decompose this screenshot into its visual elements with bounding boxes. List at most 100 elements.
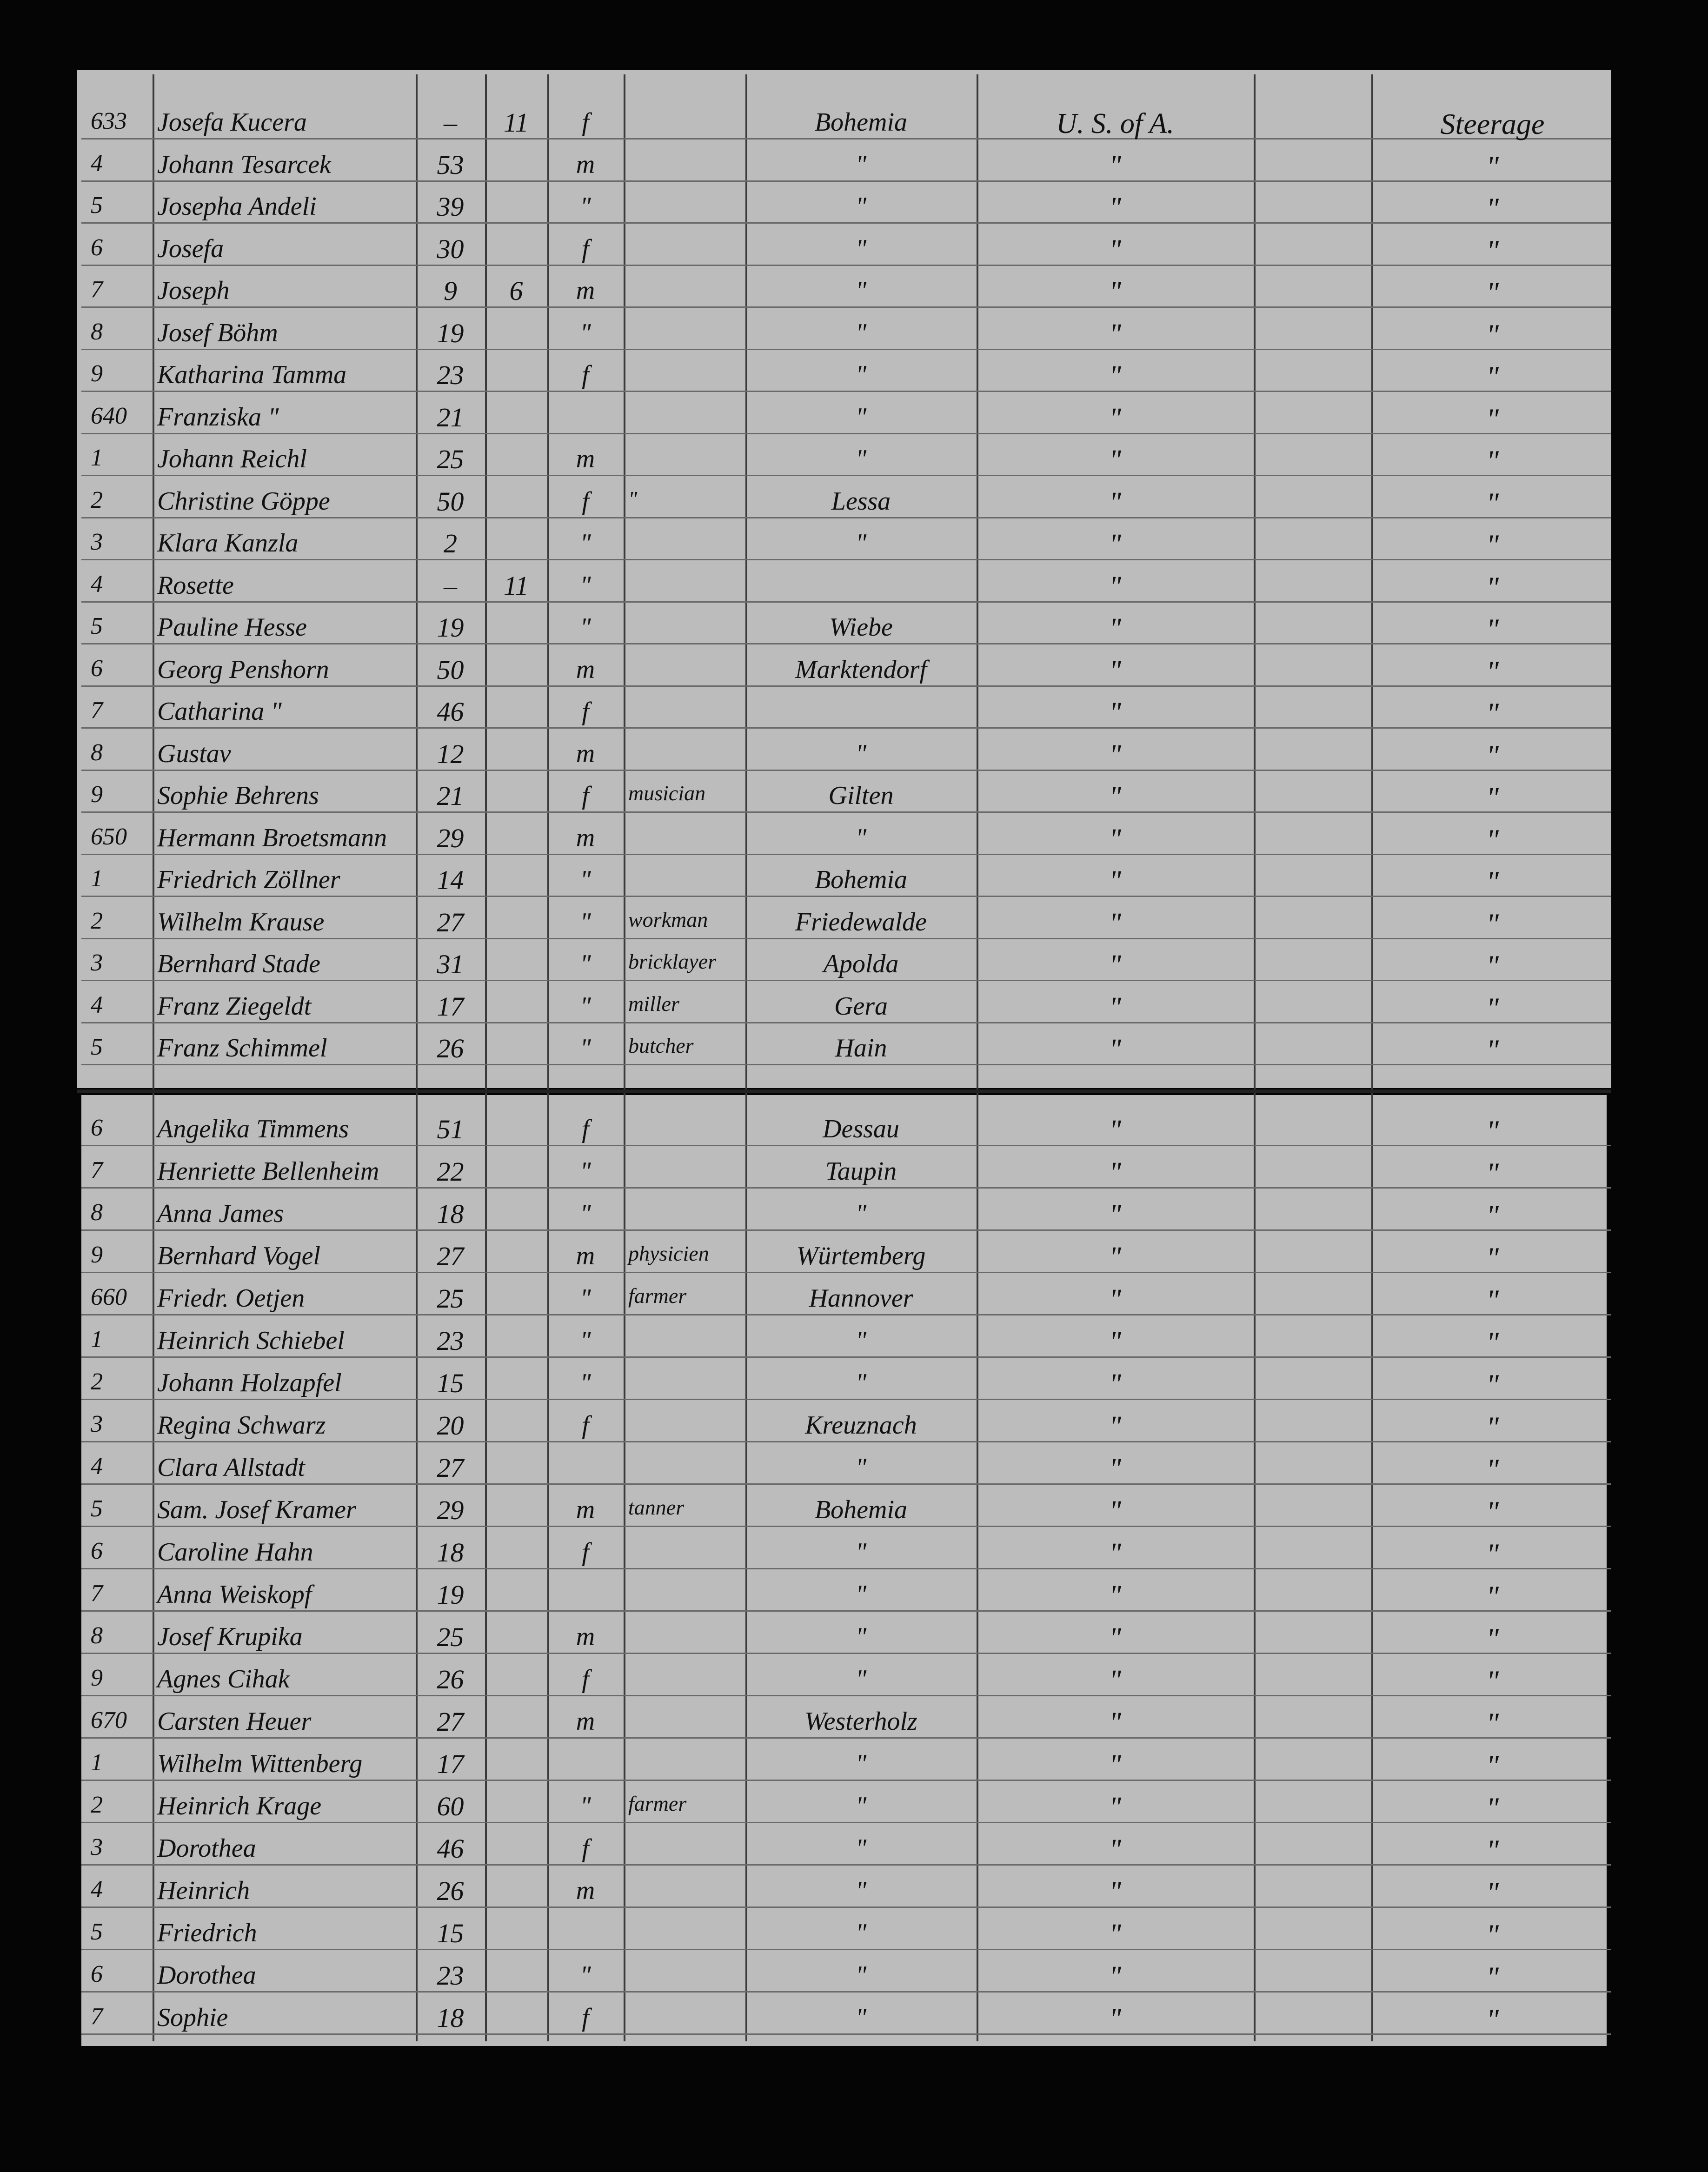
age-years: 15 [437,1368,464,1398]
row-rule [81,1737,1611,1739]
entry-number: 8 [91,1622,103,1649]
passenger-name: Josefa Kucera [157,108,307,137]
destination: " [1109,1242,1122,1273]
passage-class: " [1486,654,1499,688]
entry-number: 9 [91,1242,103,1268]
passage-class: " [1486,738,1499,772]
passage-class: " [1486,570,1499,604]
origin: " [855,529,867,558]
origin: " [855,1622,867,1651]
occupation: musician [628,781,706,805]
sex: m [576,823,595,852]
row-rule [81,1187,1611,1189]
age-years: 27 [437,1241,464,1271]
passenger-name: Friedr. Oetjen [157,1284,305,1313]
passenger-name: Agnes Cihak [157,1665,290,1694]
origin: Hannover [809,1284,913,1313]
entry-number: 6 [91,655,103,682]
passenger-name: Henriette Bellenheim [157,1157,379,1186]
row-rule [81,1780,1611,1781]
passage-class: " [1486,1876,1499,1909]
passenger-name: Klara Kanzla [157,529,299,558]
entry-number: 640 [91,402,127,429]
passenger-name: Clara Allstadt [157,1453,305,1482]
origin: " [855,823,867,852]
age-years: 14 [437,865,464,895]
entry-number: 4 [91,150,103,177]
entry-number: 4 [91,571,103,598]
sex: " [580,571,591,600]
sex: f [582,486,589,516]
column-rule [153,74,154,2041]
entry-number: 650 [91,823,127,850]
passage-class: " [1486,781,1499,814]
entry-number: 7 [91,276,103,303]
passenger-name: Angelika Timmens [157,1115,349,1143]
entry-number: 3 [91,1834,103,1860]
row-rule [81,601,1611,603]
destination: " [1109,529,1122,560]
origin: Apolda [823,950,899,978]
destination: " [1109,150,1122,182]
passenger-name: Wilhelm Krause [157,907,325,937]
passenger-name: Sophie [157,2003,228,2032]
sex: f [582,234,589,263]
age-years: 19 [437,318,464,348]
destination: " [1109,1495,1122,1527]
age-years: 20 [437,1410,464,1441]
entry-number: 1 [91,865,103,892]
row-rule [81,264,1611,266]
row-rule [81,980,1611,981]
row-rule [81,1022,1611,1023]
sex: m [576,150,595,179]
age-years: 25 [437,1622,464,1652]
origin: Gilten [828,781,894,810]
column-rule [416,74,418,2041]
destination: " [1109,445,1122,476]
origin: " [855,1538,867,1567]
origin: Bohemia [814,108,908,137]
age-years: 25 [437,1283,464,1314]
destination: " [1109,360,1122,392]
row-rule [81,1906,1611,1908]
sex: " [580,1034,591,1063]
age-years: 30 [437,233,464,264]
passage-class: " [1486,907,1499,940]
sex: " [580,192,591,221]
passenger-name: Franz Ziegeldt [157,991,312,1021]
occupation: farmer [628,1284,687,1308]
age-years: 26 [437,1033,464,1063]
row-rule [81,1272,1611,1273]
destination: " [1109,402,1122,434]
passage-class: " [1486,1537,1499,1570]
entry-number: 6 [91,1961,103,1987]
passenger-name: Gustav [157,739,231,768]
origin: " [855,1876,867,1905]
passenger-name: Georg Penshorn [157,655,329,684]
passenger-name: Wilhelm Wittenberg [157,1749,363,1778]
entry-number: 9 [91,1665,103,1691]
origin: Dessau [823,1115,899,1143]
origin: " [855,1749,867,1778]
age-years: 19 [437,612,464,643]
row-rule [81,391,1611,392]
paper-bottom [81,1095,1607,2046]
age-years: 27 [437,907,464,937]
passage-class: " [1486,444,1499,477]
age-years: 31 [437,949,464,979]
passage-class: " [1486,1791,1499,1824]
age-years: 12 [437,738,464,769]
passage-class: " [1486,1283,1499,1316]
entry-number: 2 [91,907,103,934]
occupation: butcher [628,1034,694,1057]
sex: m [576,1495,595,1524]
sex: " [580,1792,591,1820]
column-rule [624,74,625,2041]
age-years: 15 [437,1918,464,1948]
passage-class: " [1486,1241,1499,1274]
entry-number: 5 [91,613,103,639]
row-rule [81,1483,1611,1485]
destination: " [1109,318,1122,350]
passage-class: " [1486,612,1499,645]
